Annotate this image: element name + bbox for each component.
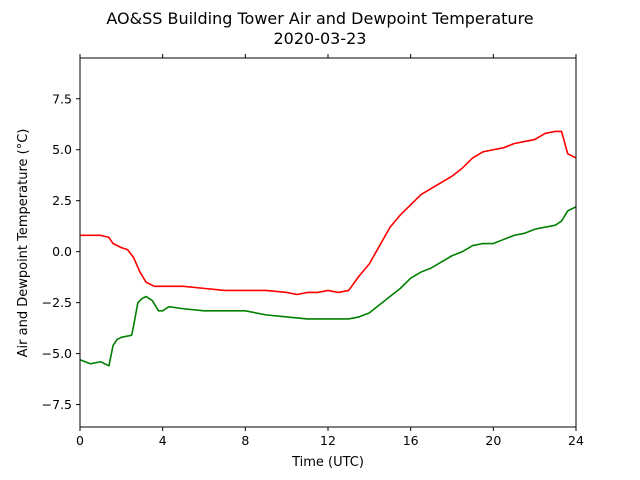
x-axis-label: Time (UTC)	[291, 455, 364, 470]
plot-lines	[79, 130, 577, 367]
x-tick-label: 20	[485, 433, 501, 448]
plot-frame	[79, 57, 577, 428]
y-tick-label: 2.5	[52, 193, 72, 208]
y-tick-label: 0.0	[52, 244, 72, 259]
y-tick-label: −7.5	[42, 397, 72, 412]
y-ticks: −7.5 −5.0 −2.5 0.0 2.5 5.0 7.5	[42, 91, 80, 412]
y-tick-label: −2.5	[42, 295, 72, 310]
x-tick-label: 8	[241, 433, 249, 448]
y-tick-label: 5.0	[52, 142, 72, 157]
y-axis-label: Air and Dewpoint Temperature (°C)	[16, 129, 31, 358]
series-line-2	[79, 206, 577, 367]
x-tick-label: 0	[76, 433, 84, 448]
y-tick-label: 7.5	[52, 91, 72, 106]
series-line-1	[80, 130, 577, 296]
chart-title: AO&SS Building Tower Air and Dewpoint Te…	[106, 9, 533, 28]
x-tick-label: 16	[403, 433, 419, 448]
x-tick-label: 4	[159, 433, 167, 448]
chart-subtitle: 2020-03-23	[274, 29, 367, 48]
x-tick-label: 24	[568, 433, 584, 448]
y-tick-label: −5.0	[42, 346, 72, 361]
axes	[79, 57, 577, 428]
x-tick-label: 12	[320, 433, 336, 448]
x-ticks: 0 4 8 12 16 20 24	[76, 54, 584, 448]
